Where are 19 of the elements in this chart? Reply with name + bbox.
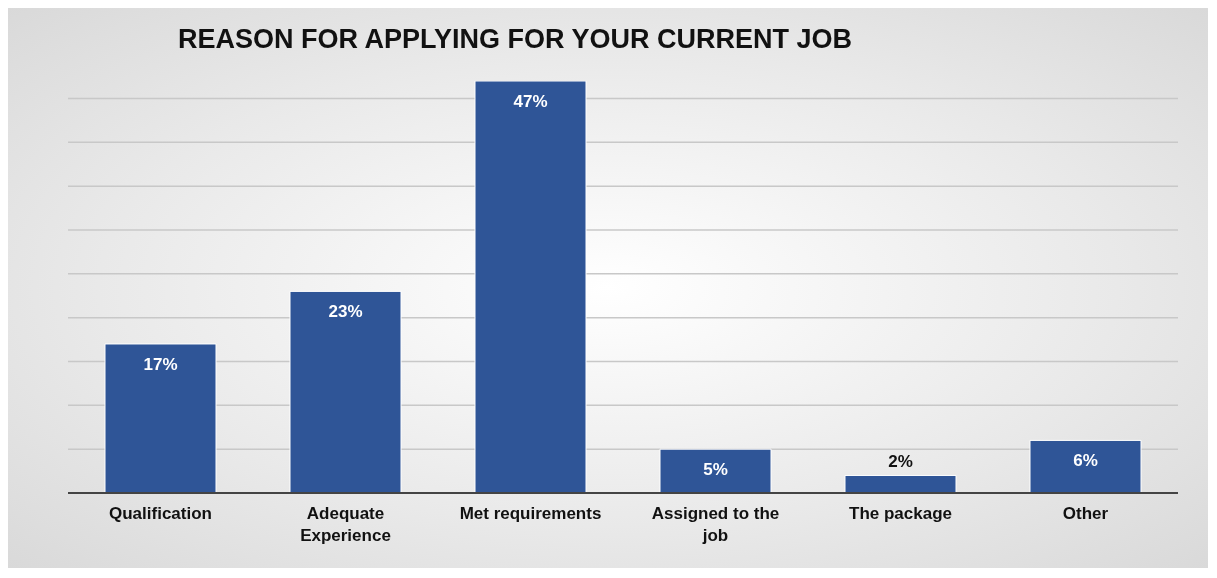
data-label: 17% <box>143 354 178 374</box>
bar <box>104 343 217 493</box>
data-label: 2% <box>888 452 913 472</box>
bar <box>1029 439 1142 493</box>
bar <box>844 474 957 493</box>
x-tick-label: Assigned to the job <box>651 504 780 545</box>
bar <box>659 448 772 493</box>
x-tick-label: Other <box>1062 504 1109 523</box>
data-label: 6% <box>1073 451 1098 471</box>
data-label: 5% <box>703 460 728 480</box>
data-label: 47% <box>513 92 548 111</box>
chart-title: REASON FOR APPLYING FOR YOUR CURRENT JOB <box>178 24 853 55</box>
x-tick-label: Adequate Experience <box>300 504 391 545</box>
x-tick-label: The package <box>849 504 952 523</box>
bar <box>474 81 587 493</box>
x-tick-label: Met requirements <box>459 504 602 523</box>
data-label: 23% <box>328 302 363 322</box>
x-tick-label: Qualification <box>109 504 212 523</box>
bar <box>289 290 402 493</box>
